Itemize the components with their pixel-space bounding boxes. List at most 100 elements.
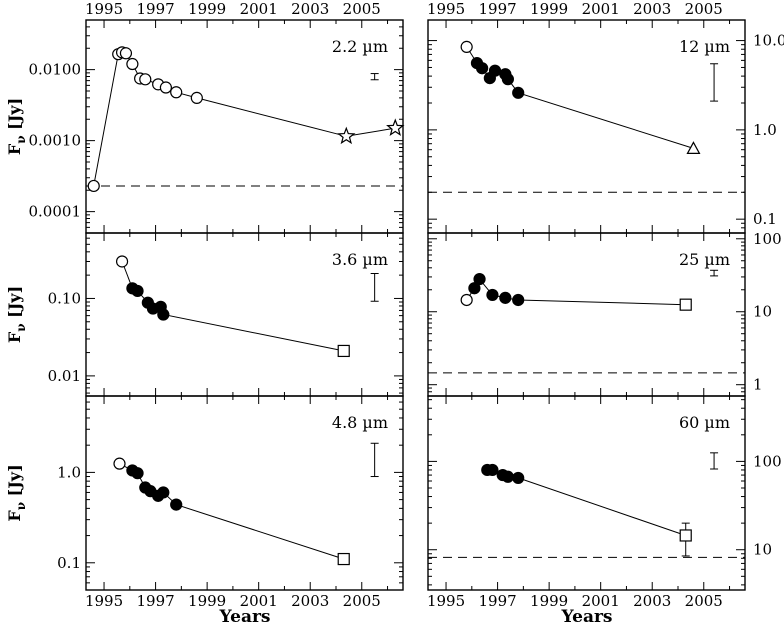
filled-circle-marker [512, 86, 525, 99]
series-connector-line [119, 463, 344, 560]
wavelength-label: 2.2 µm [332, 37, 388, 56]
panel-top-left: 0.0001 0.0010 0.0100 2.2 µm [29, 19, 405, 234]
y-tick-label: 10 [753, 303, 772, 321]
y-tick-label: 1.0 [753, 121, 777, 139]
wavelength-label: 60 µm [679, 413, 730, 432]
x-tick-label-top: 1995 [85, 0, 123, 18]
filled-circle-marker [488, 64, 502, 77]
open-square-marker [337, 552, 350, 566]
bottom-x-tick-labels: 1995 1997 1999 2001 2003 2005 1995 1997 1999 2001… [85, 592, 723, 610]
open-triangle-marker [686, 141, 701, 155]
x-tick-label-bottom: 2001 [582, 592, 620, 610]
panel-middle-right: 1 10 100 25 µm [427, 230, 782, 397]
panel-top-right: 0.1 1.0 10.0 12 µm [427, 19, 784, 234]
y-tick-label: 100 [753, 452, 782, 470]
open-square-marker [337, 344, 350, 358]
y-axis-label: Fν [Jy] [5, 98, 28, 155]
x-tick-label-top: 2005 [685, 0, 723, 18]
y-tick-label: 10 [753, 541, 772, 559]
x-tick-label-top: 2003 [633, 0, 671, 18]
y-tick-label: 0.0010 [29, 132, 82, 150]
y-axis-label: Fν [Jy] [5, 286, 28, 343]
x-tick-label-bottom: 1997 [136, 592, 174, 610]
y-tick-label: 0.10 [48, 289, 81, 307]
y-tick-label: 0.01 [48, 367, 81, 385]
x-tick-label-top: 2005 [343, 0, 381, 18]
open-circle-marker [159, 81, 172, 94]
open-circle-marker [115, 255, 129, 268]
x-axis-label-left: Years [218, 607, 270, 627]
x-tick-label-top: 1997 [136, 0, 174, 18]
panel-frame [427, 395, 746, 591]
filled-circle-marker [501, 470, 514, 483]
open-circle-marker [139, 73, 152, 86]
y-tick-label: 1 [753, 376, 763, 394]
x-tick-label-top: 1995 [427, 0, 465, 18]
filled-circle-marker [486, 288, 499, 302]
y-axis-labels: Fν [Jy] Fν [Jy] Fν [Jy] [5, 98, 28, 522]
series-connector-line [93, 51, 396, 186]
x-tick-label-bottom: 2003 [291, 592, 329, 610]
wavelength-label: 12 µm [679, 37, 730, 56]
y-tick-label: 0.1 [753, 210, 777, 228]
panel-frame [85, 395, 404, 591]
series-connector-line [466, 278, 686, 306]
filled-circle-marker [512, 293, 525, 307]
x-tick-label-bottom: 1999 [188, 592, 226, 610]
open-circle-marker [460, 40, 473, 53]
x-tick-label-top: 2001 [582, 0, 620, 18]
x-tick-label-bottom: 1995 [85, 592, 123, 610]
filled-circle-marker [473, 273, 486, 286]
filled-circle-marker [501, 73, 514, 86]
open-circle-marker [190, 91, 203, 104]
y-tick-label: 0.0100 [29, 61, 82, 79]
x-tick-label-top: 1999 [188, 0, 226, 18]
top-x-tick-labels: 1995 1997 1999 2001 2003 2005 1995 1997 1999 2001… [85, 0, 723, 18]
y-tick-label: 10.0 [753, 32, 784, 50]
x-tick-label-bottom: 2005 [343, 592, 381, 610]
filled-circle-marker [157, 486, 170, 499]
x-tick-label-bottom: 2001 [240, 592, 278, 610]
x-tick-label-bottom: 1995 [427, 592, 465, 610]
series-connector-line [466, 46, 694, 149]
x-tick-label-bottom: 1997 [478, 592, 516, 610]
panel-bottom-right: 10 100 60 µm [427, 395, 782, 591]
y-tick-label: 1.0 [57, 463, 81, 481]
panel-middle-left: 0.01 0.10 3.6 µm [48, 232, 404, 397]
open-circle-marker [460, 293, 473, 307]
y-tick-label: 0.0001 [29, 203, 82, 221]
open-star-marker [337, 126, 356, 145]
x-tick-label-bottom: 2003 [633, 592, 671, 610]
filled-circle-marker [499, 291, 512, 304]
filled-circle-marker [131, 467, 144, 480]
wavelength-label: 4.8 µm [332, 413, 388, 432]
open-circle-marker [113, 457, 126, 470]
open-circle-marker [119, 47, 133, 60]
open-square-marker [679, 298, 692, 311]
wavelength-label: 3.6 µm [332, 250, 388, 269]
x-tick-label-top: 2001 [240, 0, 278, 18]
x-tick-label-top: 1997 [478, 0, 516, 18]
x-tick-label-top: 1999 [530, 0, 568, 18]
filled-circle-marker [476, 62, 489, 75]
x-tick-label-bottom: 2005 [685, 592, 723, 610]
y-tick-label: 0.1 [57, 554, 81, 572]
filled-circle-marker [157, 308, 170, 321]
y-axis-label: Fν [Jy] [5, 464, 28, 521]
open-circle-marker [87, 179, 100, 193]
x-tick-label-bottom: 1999 [530, 592, 568, 610]
filled-circle-marker [468, 282, 481, 295]
panel-bottom-left: 0.1 1.0 4.8 µm [57, 395, 404, 591]
filled-circle-marker [170, 498, 183, 511]
x-tick-label-top: 2003 [291, 0, 329, 18]
y-tick-label: 100 [753, 230, 782, 248]
filled-circle-marker [486, 463, 499, 477]
open-circle-marker [126, 57, 139, 71]
x-axis-label-right: Years [560, 607, 612, 627]
wavelength-label: 25 µm [679, 250, 730, 269]
open-square-marker [679, 529, 692, 542]
open-star-marker [386, 118, 405, 136]
filled-circle-marker [131, 284, 144, 298]
